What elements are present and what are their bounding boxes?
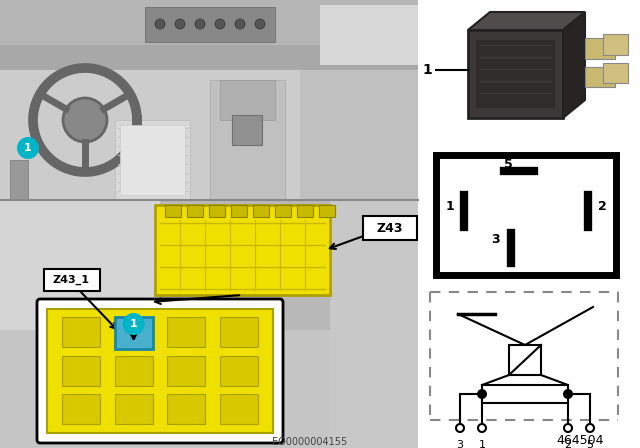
Bar bbox=[187, 205, 203, 217]
Text: 1: 1 bbox=[479, 440, 486, 448]
Bar bbox=[0, 0, 418, 200]
Text: 3: 3 bbox=[456, 440, 463, 448]
Bar bbox=[585, 67, 615, 87]
Circle shape bbox=[477, 389, 487, 399]
Circle shape bbox=[17, 137, 39, 159]
Bar bbox=[115, 395, 152, 425]
Bar bbox=[231, 205, 247, 217]
Text: 464504: 464504 bbox=[556, 434, 604, 447]
Bar bbox=[115, 356, 152, 386]
Bar bbox=[330, 200, 418, 448]
Bar bbox=[319, 205, 335, 217]
Bar bbox=[220, 318, 258, 348]
Circle shape bbox=[215, 19, 225, 29]
Text: EO0000004155: EO0000004155 bbox=[273, 437, 348, 447]
Bar bbox=[220, 395, 258, 425]
Bar bbox=[476, 40, 555, 108]
Bar bbox=[418, 0, 640, 448]
Circle shape bbox=[564, 424, 572, 432]
Text: Z43_1: Z43_1 bbox=[52, 275, 90, 285]
Text: 5: 5 bbox=[586, 440, 593, 448]
Bar bbox=[10, 160, 28, 200]
Bar bbox=[168, 395, 205, 425]
Bar bbox=[0, 45, 418, 70]
Text: Z43: Z43 bbox=[377, 221, 403, 234]
Bar bbox=[436, 155, 616, 275]
Bar bbox=[210, 80, 285, 200]
Bar bbox=[0, 330, 418, 448]
Bar bbox=[155, 205, 330, 295]
Circle shape bbox=[63, 98, 107, 142]
Circle shape bbox=[235, 19, 245, 29]
Bar bbox=[232, 115, 262, 145]
Text: 1: 1 bbox=[24, 143, 32, 153]
Text: 3: 3 bbox=[492, 233, 500, 246]
Circle shape bbox=[563, 389, 573, 399]
Bar bbox=[47, 309, 273, 433]
Circle shape bbox=[255, 19, 265, 29]
Bar bbox=[220, 80, 275, 120]
Bar bbox=[62, 395, 100, 425]
Bar bbox=[300, 70, 418, 200]
Bar bbox=[115, 120, 190, 200]
Bar bbox=[120, 125, 185, 195]
Bar bbox=[165, 205, 181, 217]
Bar bbox=[62, 356, 100, 386]
Bar bbox=[253, 205, 269, 217]
Bar bbox=[482, 385, 568, 403]
Bar bbox=[0, 200, 160, 448]
Circle shape bbox=[175, 19, 185, 29]
Bar bbox=[145, 7, 275, 42]
Bar bbox=[209, 205, 225, 217]
FancyBboxPatch shape bbox=[44, 269, 100, 291]
Text: 1: 1 bbox=[445, 200, 454, 213]
Circle shape bbox=[478, 424, 486, 432]
Circle shape bbox=[456, 424, 464, 432]
Polygon shape bbox=[563, 12, 585, 118]
Bar bbox=[220, 356, 258, 386]
Bar bbox=[168, 356, 205, 386]
Bar bbox=[509, 345, 541, 375]
Bar bbox=[0, 200, 418, 448]
Text: 2: 2 bbox=[598, 200, 607, 213]
Bar bbox=[297, 205, 313, 217]
Circle shape bbox=[155, 19, 165, 29]
Polygon shape bbox=[468, 12, 585, 30]
Bar bbox=[468, 30, 563, 118]
Text: 5: 5 bbox=[504, 159, 513, 172]
Bar bbox=[585, 38, 615, 59]
FancyBboxPatch shape bbox=[37, 299, 283, 443]
Bar bbox=[168, 318, 205, 348]
Text: 1: 1 bbox=[422, 63, 432, 77]
Bar bbox=[603, 63, 628, 83]
FancyBboxPatch shape bbox=[363, 216, 417, 240]
Bar bbox=[603, 34, 628, 55]
Bar bbox=[115, 318, 152, 348]
Text: 2: 2 bbox=[564, 440, 572, 448]
Bar bbox=[62, 318, 100, 348]
Circle shape bbox=[195, 19, 205, 29]
Bar bbox=[0, 0, 418, 448]
Bar bbox=[115, 318, 152, 349]
Circle shape bbox=[586, 424, 594, 432]
Bar bbox=[275, 205, 291, 217]
Circle shape bbox=[123, 313, 145, 335]
Text: 1: 1 bbox=[130, 319, 138, 329]
Bar bbox=[320, 5, 418, 65]
Bar bbox=[0, 0, 418, 50]
